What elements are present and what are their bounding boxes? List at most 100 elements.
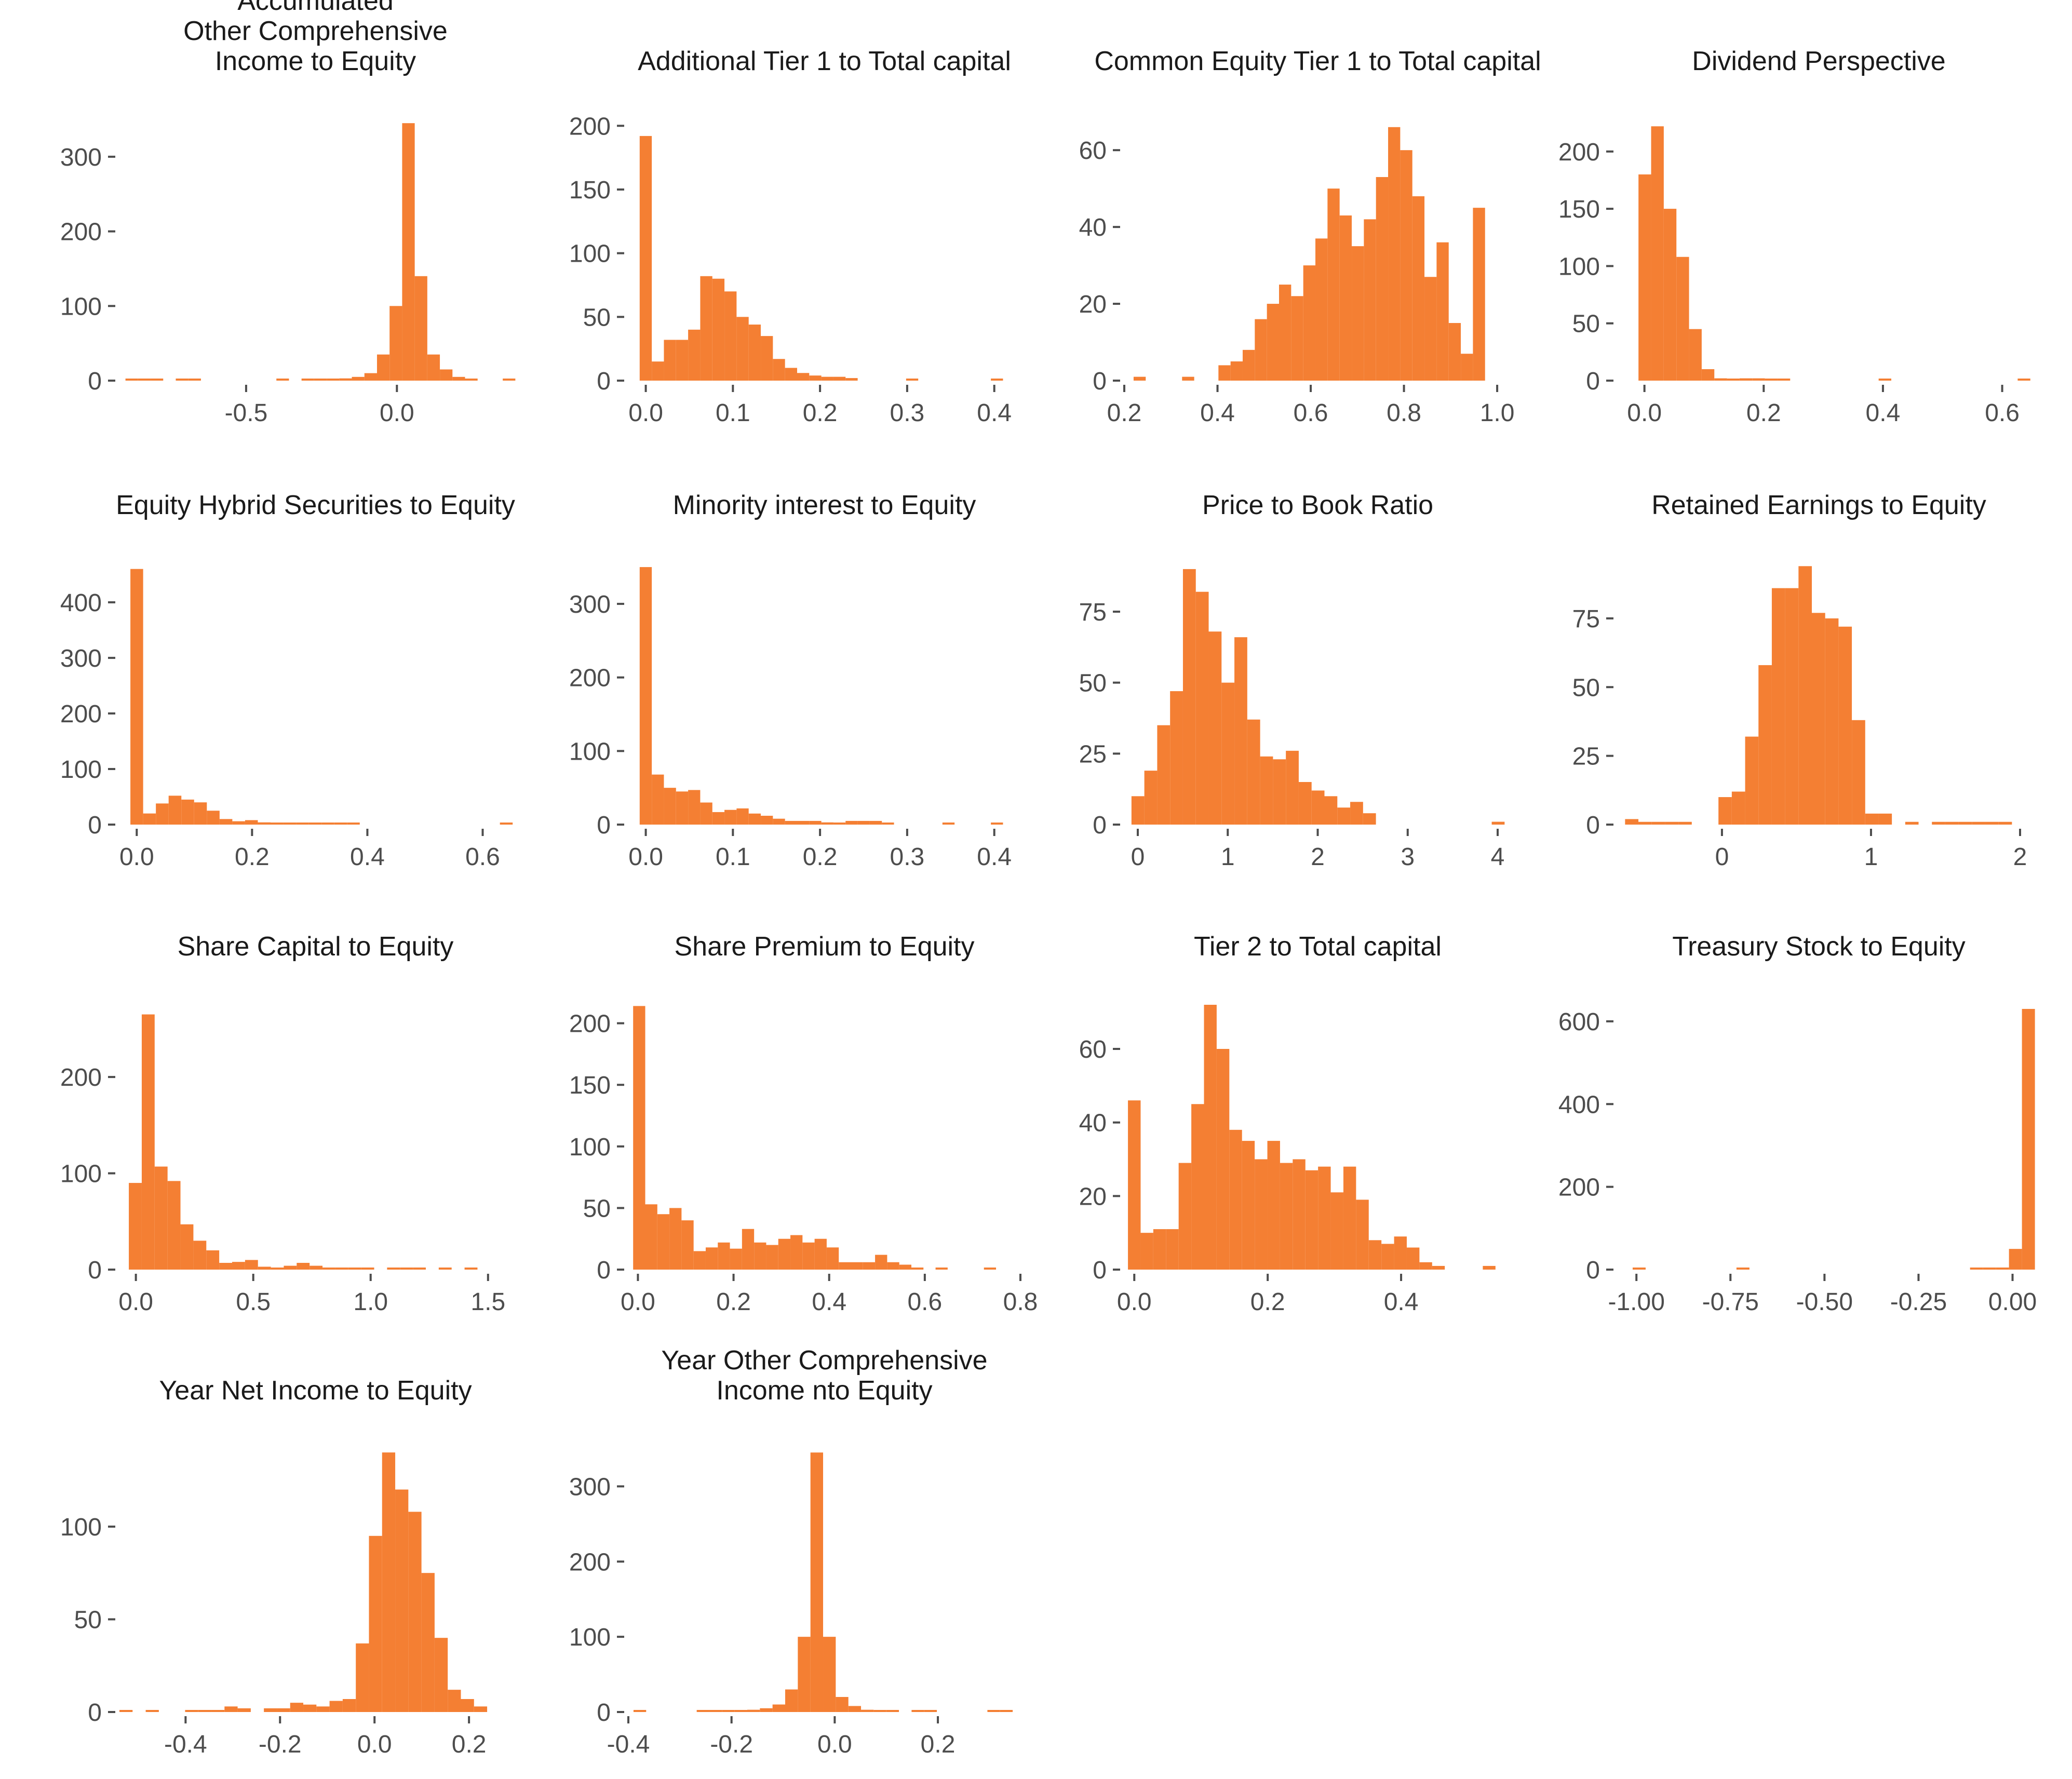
y-tick-label: 200 xyxy=(60,700,102,728)
histogram-bar xyxy=(709,1710,722,1712)
histogram-bar xyxy=(207,811,220,825)
panel-year-net-income-to-equity: 0 50 100 -0.4 -0.2 0.0 0.2 Year Net Income to E… xyxy=(60,1376,488,1758)
x-tick-label: 0.4 xyxy=(1200,399,1235,427)
histogram-bar xyxy=(237,1708,251,1712)
histogram-bar xyxy=(408,1512,422,1712)
histogram-bar xyxy=(991,823,1003,825)
histogram-bar xyxy=(798,1637,811,1712)
histogram-bar xyxy=(1432,1265,1445,1270)
histogram-bar xyxy=(664,788,676,825)
x-tick-label: 0.5 xyxy=(236,1288,271,1316)
y-tick-label: 0 xyxy=(1093,1257,1107,1284)
x-tick-label: 1.0 xyxy=(1480,399,1515,427)
y-tick-label: 100 xyxy=(1558,253,1600,280)
panel-dividend-perspective: 0 50 100 150 200 0.0 0.2 0.4 0.6 Dividend Perspec… xyxy=(1558,46,2030,427)
histogram-bar xyxy=(1128,1100,1141,1270)
histogram-bar xyxy=(887,1262,899,1270)
panel-title: Retained Earnings to Equity xyxy=(1651,490,1986,520)
histogram-bar xyxy=(676,791,689,825)
histogram-bar xyxy=(1983,1268,1996,1270)
x-tick-label: 0.4 xyxy=(1384,1288,1419,1316)
histogram-bar xyxy=(180,1224,194,1270)
panel-title: Share Premium to Equity xyxy=(674,932,974,962)
histogram-bar xyxy=(1157,725,1170,825)
panel-year-oci-to-equity: 0 100 200 300 -0.4 -0.2 0.0 0.2 Year Other Compr… xyxy=(569,1345,1013,1758)
histogram-bar xyxy=(342,1699,356,1712)
histogram-bar xyxy=(185,1710,198,1712)
histogram-bar xyxy=(296,823,309,825)
histogram-bar xyxy=(156,803,169,825)
histogram-bar xyxy=(1625,819,1639,825)
y-tick-label: 40 xyxy=(1079,1110,1107,1137)
histogram-bar xyxy=(1852,720,1865,825)
panel-treasury-stock-to-equity: 0 200 400 600 -1.00 -0.75 -0.50 -0.25 0.00 Treasu… xyxy=(1558,932,2037,1316)
histogram-bar xyxy=(886,1710,899,1712)
histogram-bar xyxy=(693,1251,706,1270)
histogram-bar xyxy=(1166,1229,1179,1270)
histogram-bar xyxy=(352,376,365,381)
histogram-bar xyxy=(1491,821,1505,825)
panel-title: Equity Hybrid Securities to Equity xyxy=(116,490,515,520)
histogram-bar xyxy=(845,820,858,825)
histogram-bar xyxy=(1350,802,1363,825)
x-tick-label: 0 xyxy=(1715,843,1729,871)
histogram-bar xyxy=(119,1710,133,1712)
histogram-bar xyxy=(1204,1005,1217,1270)
y-tick-label: 200 xyxy=(60,219,102,246)
y-tick-label: 100 xyxy=(60,293,102,320)
histogram-bar xyxy=(1998,821,2012,825)
histogram-bar xyxy=(1356,1200,1369,1270)
histogram-bar xyxy=(754,1242,766,1270)
x-tick-label: 0.4 xyxy=(977,399,1012,427)
histogram-bar xyxy=(1638,174,1651,381)
histogram-bar xyxy=(1419,1262,1432,1270)
histogram-bar xyxy=(283,823,297,825)
x-tick-label: 0.6 xyxy=(1985,399,2020,427)
histogram-bar xyxy=(500,823,513,825)
histogram-bar xyxy=(224,1706,238,1712)
histogram-bar xyxy=(461,1699,474,1712)
histogram-bar xyxy=(1182,376,1194,381)
histogram-bar xyxy=(1651,821,1665,825)
histogram-bar xyxy=(339,378,352,381)
histogram-bar xyxy=(1298,781,1312,825)
histogram-bar xyxy=(181,799,194,825)
histogram-bar xyxy=(1339,215,1352,381)
histogram-bar xyxy=(1267,304,1279,381)
histogram-bar xyxy=(1182,569,1196,825)
histogram-bar xyxy=(899,1264,911,1270)
histogram-bar xyxy=(1798,566,1812,825)
histogram-bar xyxy=(421,1573,435,1712)
histogram-bar xyxy=(1230,361,1243,381)
histogram-bar xyxy=(232,821,245,825)
y-tick-label: 150 xyxy=(569,177,611,204)
histogram-bar xyxy=(1242,1141,1255,1270)
histogram-bar xyxy=(700,802,712,825)
histogram-bar xyxy=(1436,242,1449,381)
y-tick-label: 50 xyxy=(1079,670,1107,697)
y-tick-label: 0 xyxy=(1093,812,1107,839)
histogram-bar xyxy=(130,569,143,825)
histogram-bar xyxy=(1208,631,1222,825)
histogram-bar xyxy=(1376,177,1389,381)
histogram-bar xyxy=(766,1245,778,1270)
histogram-bar xyxy=(773,818,785,825)
histogram-bar xyxy=(271,1268,284,1270)
histogram-bar xyxy=(984,1268,997,1270)
x-tick-label: 0.0 xyxy=(628,843,663,871)
histogram-bar xyxy=(264,1708,277,1712)
y-tick-label: 300 xyxy=(569,591,611,618)
x-tick-label: 2 xyxy=(1311,843,1325,871)
histogram-bar xyxy=(284,1265,297,1270)
y-tick-label: 200 xyxy=(569,665,611,692)
histogram-bar xyxy=(730,1248,742,1270)
y-tick-label: 150 xyxy=(1558,196,1600,223)
histogram-bar xyxy=(1218,365,1231,381)
histogram-bar xyxy=(790,1235,803,1270)
histogram-bar xyxy=(167,1181,181,1270)
y-tick-label: 75 xyxy=(1079,599,1107,626)
x-tick-label: -0.5 xyxy=(225,399,268,427)
histogram-bar xyxy=(129,1183,142,1270)
histogram-bar xyxy=(869,820,882,825)
